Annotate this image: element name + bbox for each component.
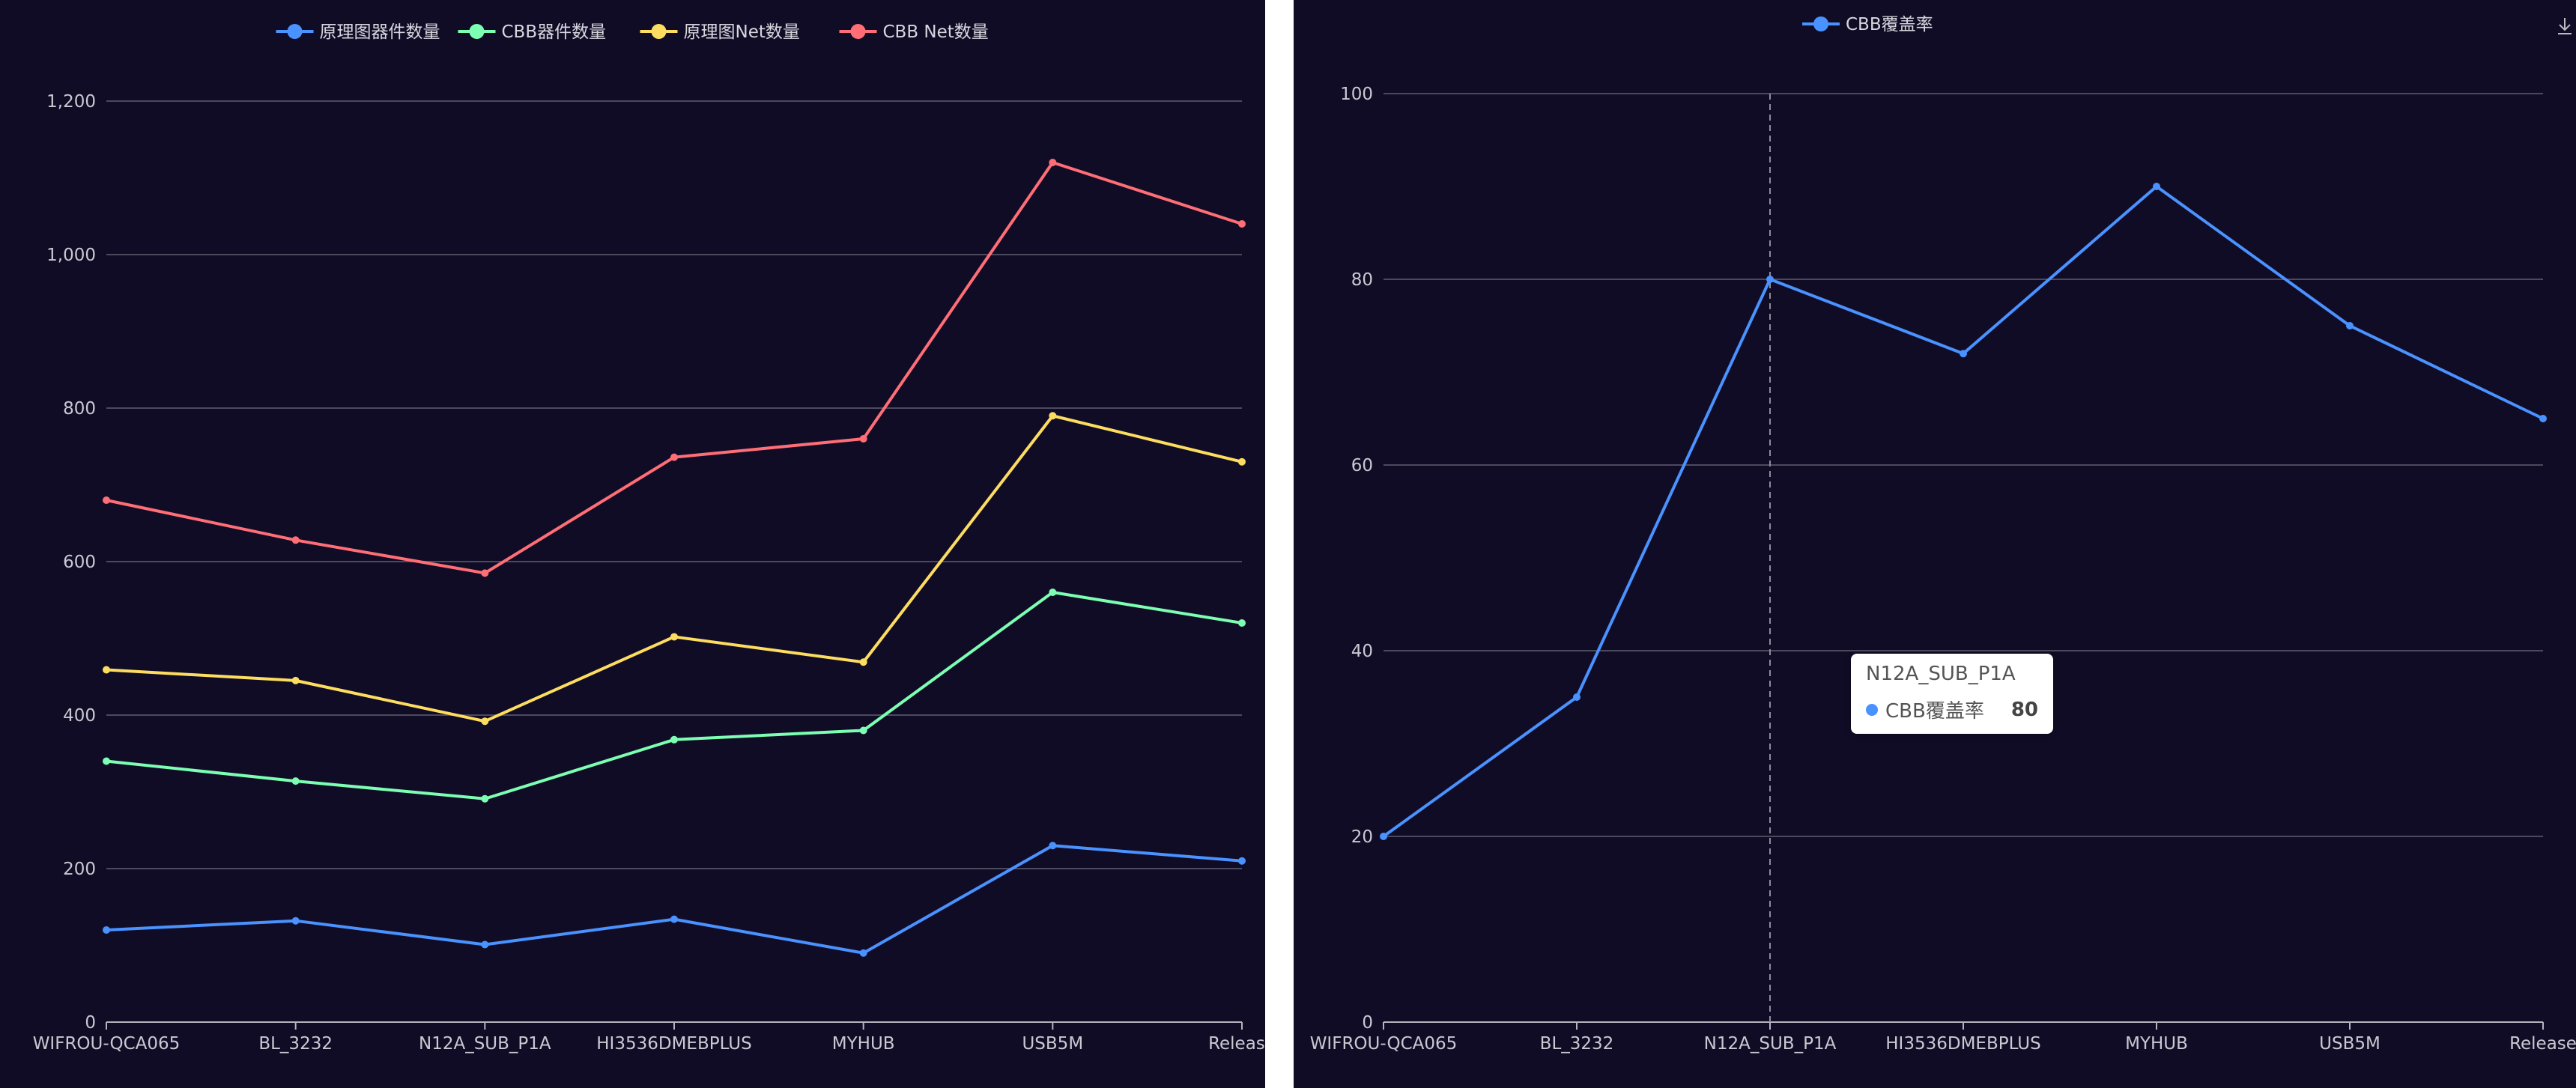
data-point[interactable] xyxy=(291,777,300,785)
x-tick-label: WIFROU-QCA065 xyxy=(1310,1034,1458,1054)
legend-marker xyxy=(651,24,667,39)
x-tick-label: N12A_SUB_P1A xyxy=(1704,1034,1837,1054)
legend-marker xyxy=(1813,16,1828,31)
data-point[interactable] xyxy=(859,949,867,957)
x-tick-label: WIFROU-QCA065 xyxy=(33,1034,181,1054)
legend-label: 原理图Net数量 xyxy=(684,22,800,42)
data-point[interactable] xyxy=(670,633,678,641)
data-point[interactable] xyxy=(1380,833,1387,840)
legend-item-1[interactable]: CBB器件数量 xyxy=(458,22,607,42)
data-point[interactable] xyxy=(103,496,110,504)
y-tick-label: 200 xyxy=(63,860,96,879)
data-point[interactable] xyxy=(1238,458,1246,466)
data-point[interactable] xyxy=(103,757,110,765)
y-tick-label: 100 xyxy=(1340,85,1373,104)
data-point[interactable] xyxy=(1960,350,1967,358)
legend-item-2[interactable]: 原理图Net数量 xyxy=(640,22,800,42)
legend-label: 原理图器件数量 xyxy=(320,22,440,42)
data-point[interactable] xyxy=(670,735,678,744)
x-tick-label: Release xyxy=(2509,1034,2576,1054)
x-tick-label: USB5M xyxy=(2319,1034,2380,1054)
tooltip-series-name: CBB覆盖率 xyxy=(1885,700,1984,723)
x-tick-label: HI3536DMEBPLUS xyxy=(1885,1034,2040,1054)
data-point[interactable] xyxy=(291,917,300,925)
data-point[interactable] xyxy=(1049,412,1057,420)
y-tick-label: 40 xyxy=(1351,642,1373,661)
x-tick-label: BL_3232 xyxy=(258,1034,333,1054)
tooltip-value: 80 xyxy=(2010,698,2039,721)
series-line-2 xyxy=(106,414,1243,723)
series-line-0 xyxy=(1382,185,2544,838)
legend-marker xyxy=(850,24,866,39)
y-tick-label: 20 xyxy=(1351,827,1373,847)
right-chart-panel: 0 20 40 60 80 100 WIFROU-QCA065 BL_3232 N12A_SUB… xyxy=(1294,0,2576,1088)
x-tick-label: MYHUB xyxy=(2125,1034,2188,1054)
chart-tooltip: N12A_SUB_P1A CBB覆盖率 80 xyxy=(1851,654,2054,734)
data-point[interactable] xyxy=(291,536,300,544)
legend-marker xyxy=(469,24,485,39)
legend-label: CBB Net数量 xyxy=(883,22,989,42)
tooltip-title: N12A_SUB_P1A xyxy=(1866,663,2016,685)
data-point[interactable] xyxy=(103,926,110,934)
y-tick-label: 1,000 xyxy=(46,246,96,265)
x-tick-label: USB5M xyxy=(1022,1034,1083,1054)
series-line-3 xyxy=(106,161,1243,575)
series-line-0 xyxy=(106,844,1243,955)
data-point[interactable] xyxy=(859,435,867,443)
data-point[interactable] xyxy=(2346,322,2354,329)
x-tick-label: N12A_SUB_P1A xyxy=(419,1034,551,1054)
data-point[interactable] xyxy=(1238,619,1246,627)
data-point[interactable] xyxy=(291,676,300,684)
data-point[interactable] xyxy=(1049,589,1057,596)
data-point[interactable] xyxy=(481,569,489,577)
legend-marker xyxy=(287,24,303,39)
data-point[interactable] xyxy=(481,940,489,949)
data-point[interactable] xyxy=(481,794,489,803)
y-tick-label: 1,200 xyxy=(46,92,96,112)
data-point[interactable] xyxy=(1238,220,1246,228)
left-line-chart: 0 200 400 600 800 1,000 1,200 WIFROU-QCA065 BL_3… xyxy=(33,22,1265,1054)
legend-label: CBB器件数量 xyxy=(502,22,607,42)
data-point[interactable] xyxy=(859,726,867,735)
data-point[interactable] xyxy=(2153,183,2160,190)
data-point[interactable] xyxy=(1049,842,1057,850)
y-tick-label: 600 xyxy=(63,553,96,572)
data-point[interactable] xyxy=(103,666,110,674)
download-icon[interactable] xyxy=(2557,16,2573,36)
data-point[interactable] xyxy=(1238,857,1246,865)
tooltip-series-dot xyxy=(1866,703,1878,716)
x-tick-label: HI3536DMEBPLUS xyxy=(596,1034,751,1054)
y-tick-label: 400 xyxy=(63,706,96,726)
y-tick-label: 80 xyxy=(1351,270,1373,290)
data-point[interactable] xyxy=(1573,693,1581,701)
data-point[interactable] xyxy=(859,658,867,666)
data-point[interactable] xyxy=(670,915,678,923)
left-chart-panel: 0 200 400 600 800 1,000 1,200 WIFROU-QCA065 BL_3… xyxy=(0,0,1265,1088)
data-point[interactable] xyxy=(670,453,678,461)
y-tick-label: 0 xyxy=(85,1013,96,1033)
y-tick-label: 0 xyxy=(1362,1013,1373,1033)
legend-item-0[interactable]: 原理图器件数量 xyxy=(276,22,440,42)
x-tick-label: BL_3232 xyxy=(1540,1034,1614,1054)
legend-item-3[interactable]: CBB Net数量 xyxy=(839,22,989,42)
x-tick-label: MYHUB xyxy=(832,1034,895,1054)
data-point[interactable] xyxy=(1049,159,1057,166)
y-tick-label: 60 xyxy=(1351,456,1373,475)
data-point[interactable] xyxy=(2539,415,2547,422)
x-tick-label: Release xyxy=(1208,1034,1265,1054)
right-line-chart: 0 20 40 60 80 100 WIFROU-QCA065 BL_3232 N12A_SUB… xyxy=(1310,15,2576,1054)
legend-item-0[interactable]: CBB覆盖率 xyxy=(1802,15,1933,34)
series-line-1 xyxy=(106,591,1243,800)
data-point[interactable] xyxy=(481,717,489,726)
data-point[interactable] xyxy=(1766,276,1774,283)
tooltip-row: CBB覆盖率 80 xyxy=(1866,696,2038,723)
legend-label: CBB覆盖率 xyxy=(1846,15,1933,34)
y-tick-label: 800 xyxy=(63,399,96,419)
